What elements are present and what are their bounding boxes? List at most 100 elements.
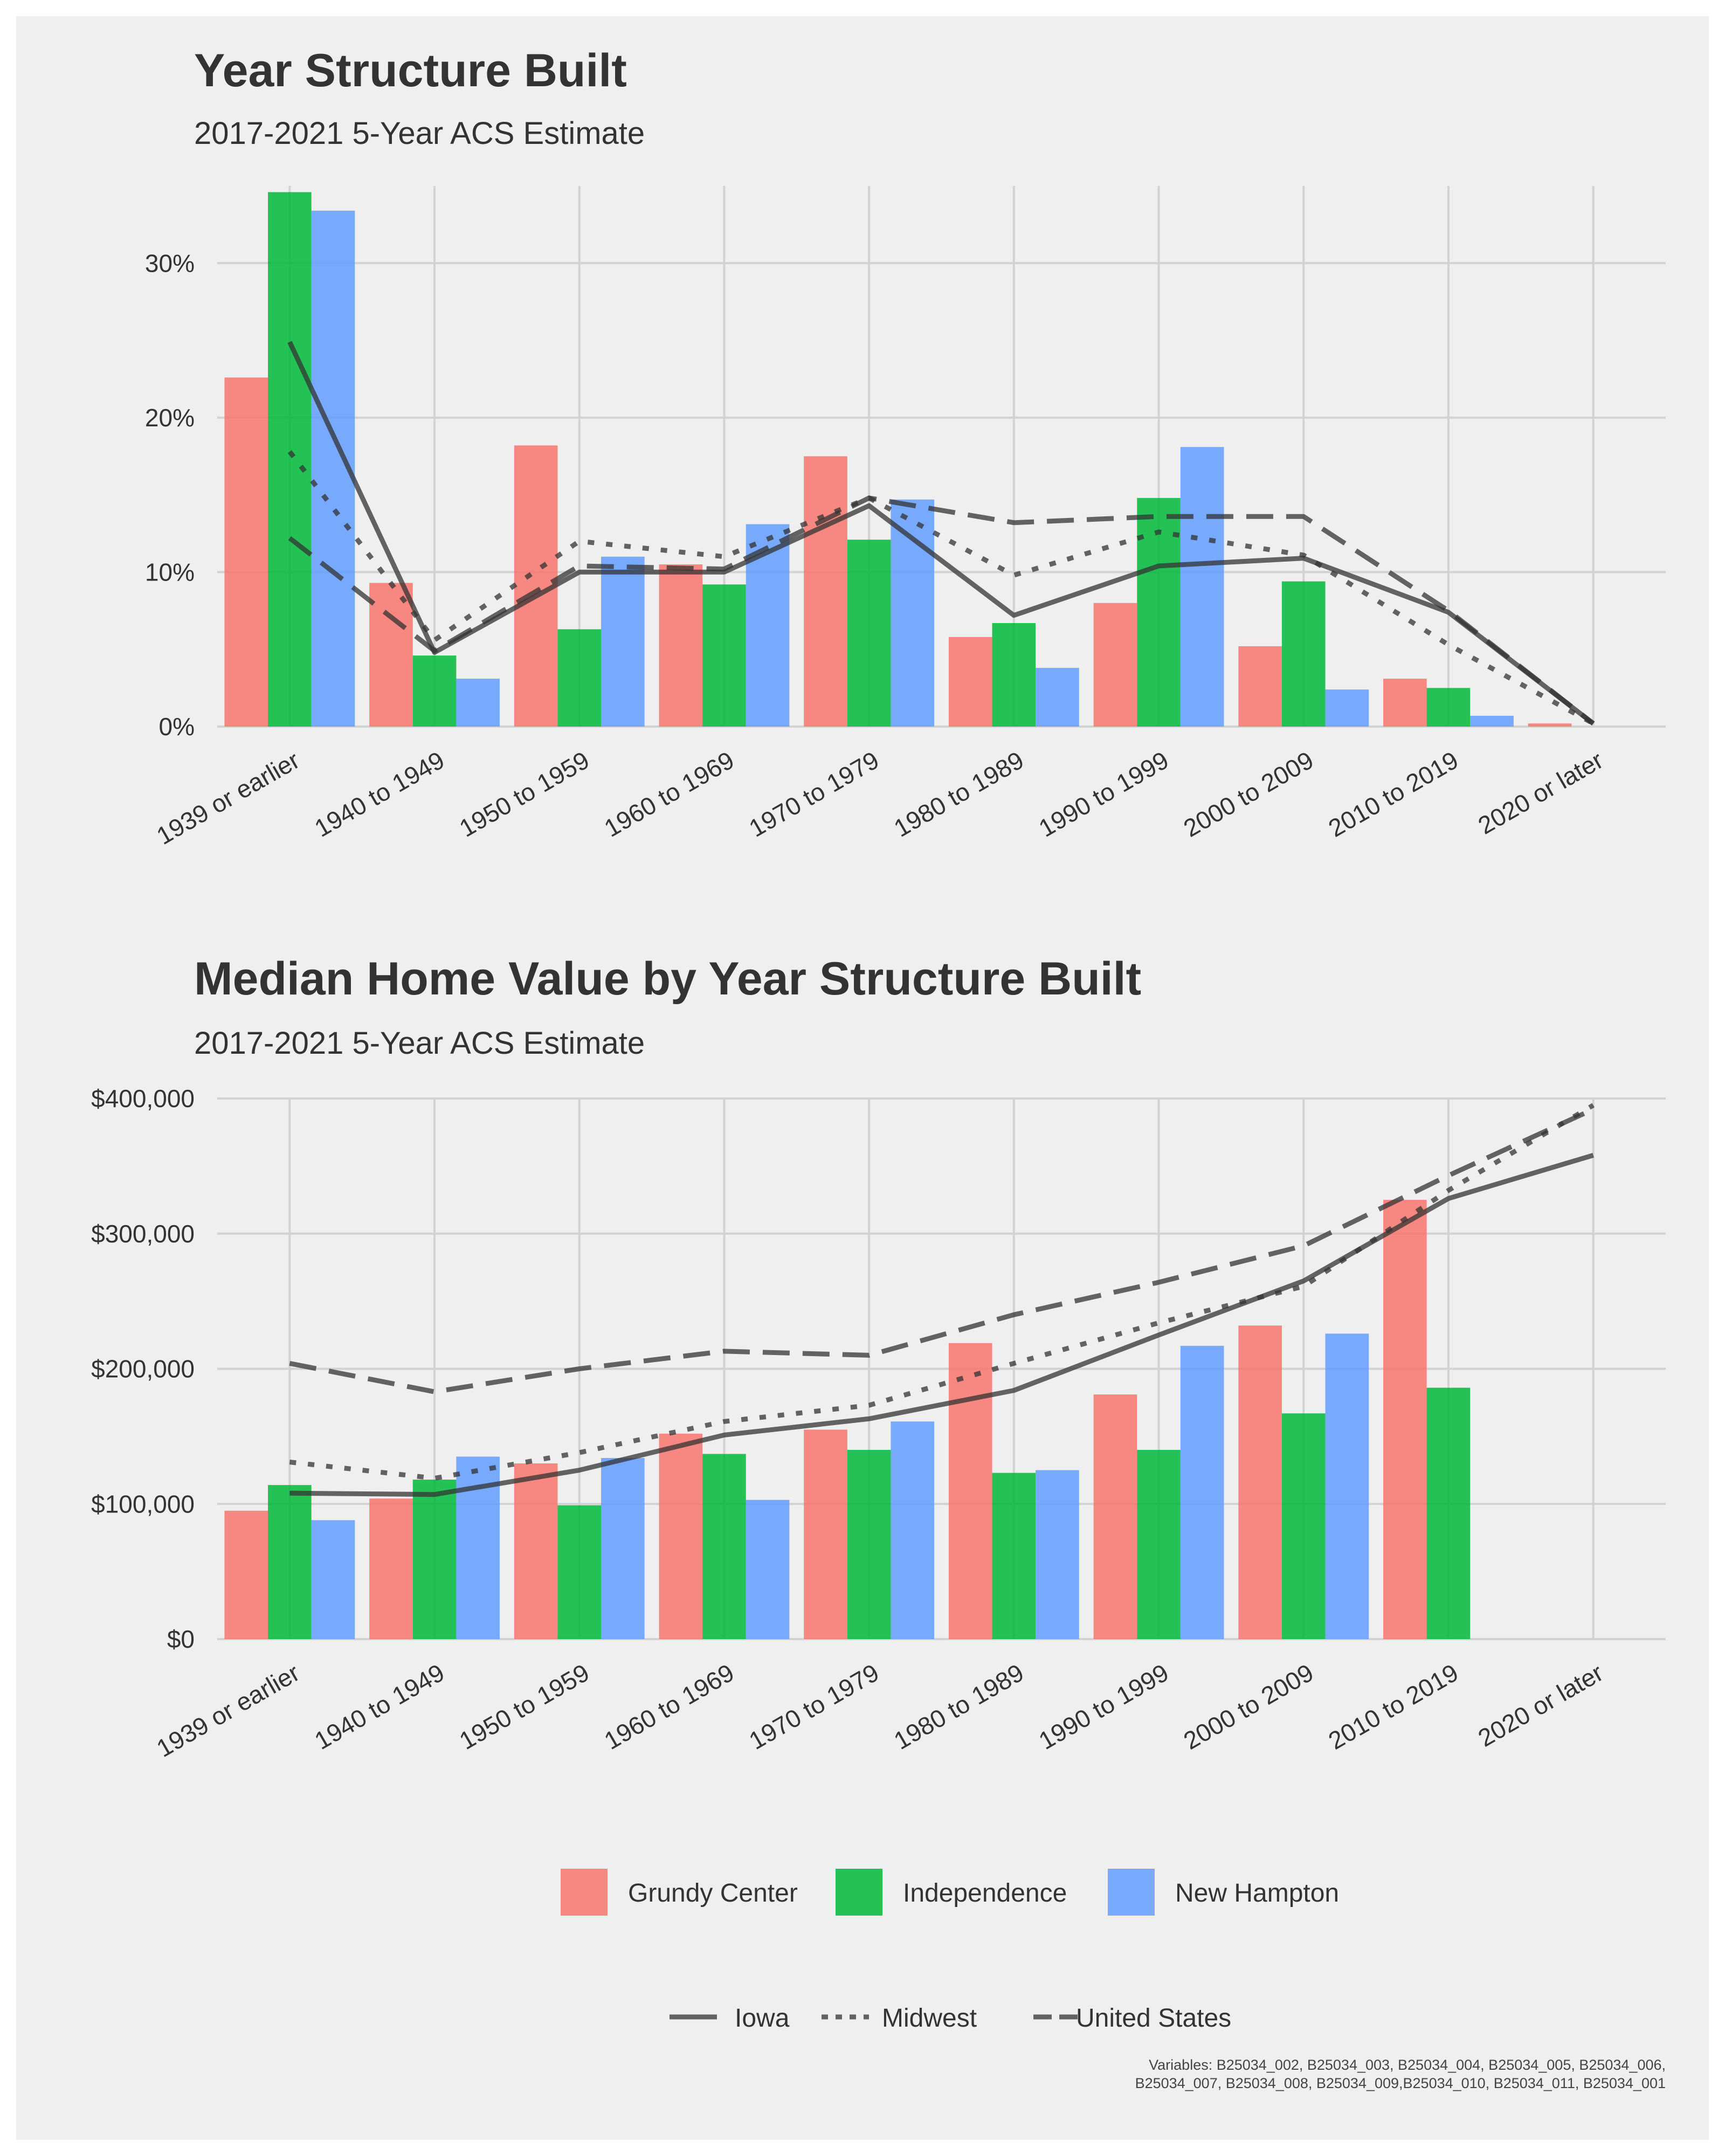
x-tick-label: 1990 to 1999 (1034, 746, 1174, 842)
legend-label-united-states: United States (1076, 2004, 1231, 2033)
x-tick-label: 1980 to 1989 (889, 746, 1029, 842)
x-tick-label: 1970 to 1979 (744, 1659, 884, 1755)
x-tick-label: 1990 to 1999 (1034, 1659, 1174, 1755)
line-midwest (289, 1103, 1595, 1481)
bar-independence (412, 1480, 457, 1639)
chart-canvas: Year Structure Built 2017-2021 5-Year AC… (91, 45, 1666, 2091)
bar-grundy-center (369, 583, 413, 727)
bar-new-hampton (1036, 668, 1079, 727)
y-tick-label: $400,000 (91, 1084, 195, 1112)
y-tick-label: 20% (145, 404, 195, 432)
x-tick-label: 2010 to 2019 (1323, 746, 1463, 842)
bar-independence (992, 1473, 1036, 1639)
bar-grundy-center (1383, 679, 1427, 727)
bar-grundy-center (804, 1429, 847, 1639)
bar-grundy-center (804, 456, 847, 727)
x-tick-label: 2010 to 2019 (1323, 1659, 1463, 1755)
chart-2-subtitle: 2017-2021 5-Year ACS Estimate (194, 1026, 645, 1061)
x-tick-label: 1960 to 1969 (599, 746, 739, 842)
bar-grundy-center (1093, 603, 1137, 727)
x-tick-label: 1940 to 1949 (309, 1659, 449, 1755)
legend-swatch-independence (836, 1869, 882, 1916)
x-tick-label: 2020 or later (1473, 1659, 1608, 1752)
caption-line-1: Variables: B25034_002, B25034_003, B2503… (1149, 2057, 1666, 2073)
y-tick-label: 30% (145, 249, 195, 277)
bar-independence (268, 1485, 312, 1639)
bar-grundy-center (1238, 646, 1282, 727)
x-tick-label: 1960 to 1969 (599, 1659, 739, 1755)
bar-new-hampton (746, 1499, 790, 1639)
x-tick-label: 2000 to 2009 (1179, 1659, 1319, 1755)
legend-swatch-new-hampton (1108, 1869, 1155, 1916)
bar-new-hampton (891, 499, 935, 727)
x-tick-label: 2000 to 2009 (1179, 746, 1319, 842)
bar-independence (1281, 1413, 1326, 1639)
line-united-states (289, 1107, 1595, 1394)
legend-swatch-grundy-center (561, 1869, 608, 1916)
chart-panel: Year Structure Built 2017-2021 5-Year AC… (16, 16, 1709, 2140)
bar-new-hampton (1180, 1345, 1224, 1639)
x-tick-label: 1939 or earlier (151, 1659, 304, 1763)
bar-independence (1426, 1387, 1471, 1639)
x-tick-label: 1950 to 1959 (454, 746, 594, 842)
bar-new-hampton (1325, 1333, 1369, 1639)
legend-label-grundy-center: Grundy Center (628, 1879, 798, 1908)
caption: Variables: B25034_002, B25034_003, B2503… (1135, 2057, 1666, 2091)
chart-1-title: Year Structure Built (194, 45, 627, 96)
bar-independence (268, 192, 312, 727)
y-tick-label: $200,000 (91, 1355, 195, 1383)
legend-label-new-hampton: New Hampton (1175, 1879, 1339, 1908)
bar-grundy-center (948, 637, 992, 727)
bar-new-hampton (1470, 715, 1514, 727)
bar-grundy-center (948, 1343, 992, 1639)
bar-grundy-center (1383, 1200, 1427, 1639)
bar-new-hampton (1325, 689, 1369, 727)
x-tick-label: 1970 to 1979 (744, 746, 884, 842)
bar-independence (1281, 581, 1326, 727)
bar-independence (412, 655, 457, 727)
y-tick-label: $300,000 (91, 1220, 195, 1248)
bar-grundy-center (514, 1463, 558, 1639)
bar-grundy-center (369, 1498, 413, 1639)
line-iowa (287, 341, 1595, 725)
bar-grundy-center (1093, 1394, 1137, 1639)
bar-grundy-center (659, 1433, 703, 1639)
x-tick-label: 1950 to 1959 (454, 1659, 594, 1755)
legend: Grundy Center Independence New Hampton Iowa… (561, 1869, 1339, 2033)
y-tick-label: $100,000 (91, 1490, 195, 1518)
y-tick-label: 10% (145, 558, 195, 586)
x-tick-label: 1980 to 1989 (889, 1659, 1029, 1755)
chart-1-subtitle: 2017-2021 5-Year ACS Estimate (194, 116, 645, 151)
bar-grundy-center (1528, 723, 1572, 727)
bar-independence (702, 584, 746, 727)
bar-independence (847, 540, 891, 727)
bar-independence (847, 1449, 891, 1639)
bar-independence (702, 1454, 746, 1639)
bar-new-hampton (601, 1457, 645, 1639)
bar-independence (557, 629, 602, 727)
x-tick-label: 1940 to 1949 (309, 746, 449, 842)
line-united-states (288, 495, 1595, 725)
bar-grundy-center (659, 564, 703, 727)
bar-new-hampton (891, 1421, 935, 1639)
caption-line-2: B25034_007, B25034_008, B25034_009,B2503… (1135, 2075, 1666, 2091)
chart-median-home-value: $0 $100,000 $200,000 $300,000 $400,000 1939 o… (91, 1084, 1666, 1763)
bar-independence (1426, 688, 1471, 727)
bar-new-hampton (311, 1520, 355, 1639)
chart-year-structure-built: 0%10%20%30%1939 or earlier 1940 to 1949 19… (145, 186, 1666, 850)
bar-independence (1137, 1449, 1181, 1639)
bar-grundy-center (224, 1510, 268, 1639)
legend-label-iowa: Iowa (735, 2004, 790, 2033)
bar-new-hampton (1036, 1470, 1079, 1639)
x-tick-label: 2020 or later (1473, 746, 1608, 840)
legend-label-midwest: Midwest (882, 2004, 977, 2033)
bar-new-hampton (1180, 447, 1224, 727)
legend-label-independence: Independence (903, 1879, 1067, 1908)
bar-grundy-center (224, 377, 268, 727)
bar-independence (992, 623, 1036, 727)
bar-new-hampton (456, 679, 500, 727)
chart-2-title: Median Home Value by Year Structure Buil… (194, 953, 1141, 1005)
bar-new-hampton (601, 556, 645, 727)
bar-independence (557, 1505, 602, 1639)
x-tick-label: 1939 or earlier (151, 746, 304, 850)
